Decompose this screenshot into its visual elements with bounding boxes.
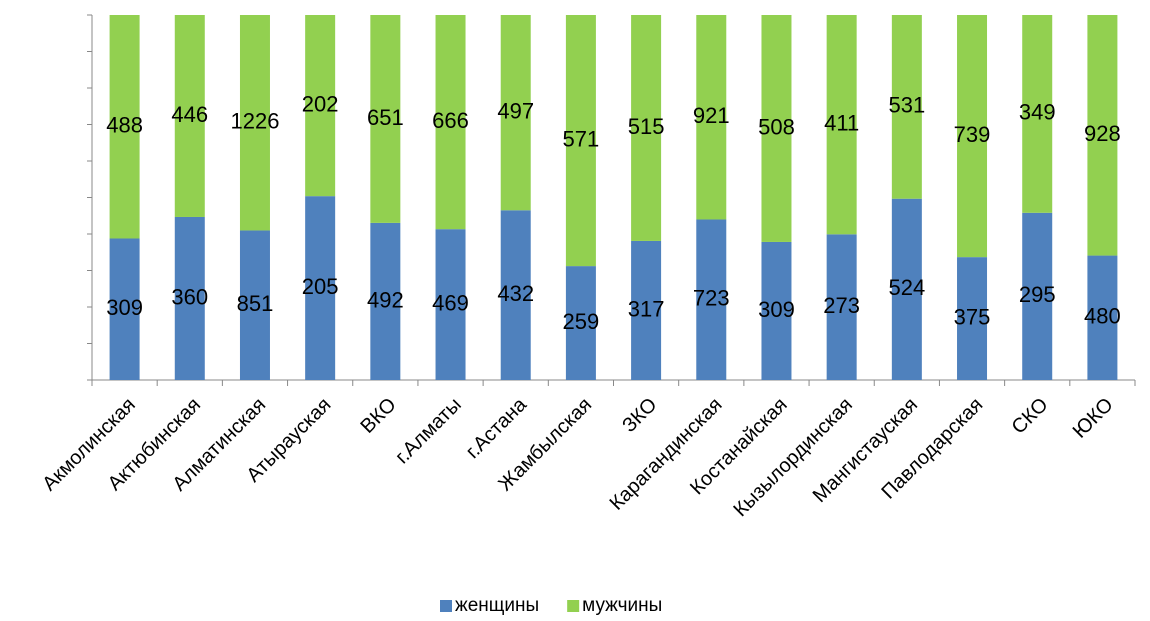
data-label: 488 (106, 113, 143, 138)
data-label: 524 (888, 275, 925, 300)
bar-segment (500, 15, 531, 211)
data-label: 571 (563, 126, 600, 151)
data-label: 666 (432, 108, 469, 133)
data-label: 375 (954, 304, 991, 329)
legend-swatch (440, 600, 452, 612)
x-tick-label: г.Алматы (391, 394, 466, 469)
bar-segment (109, 15, 140, 239)
bar-segment (631, 15, 662, 241)
data-label: 309 (106, 295, 143, 320)
data-label: 651 (367, 105, 404, 130)
bar-segment (565, 15, 596, 267)
bar-segment (1087, 15, 1118, 256)
bar-segment (957, 15, 988, 258)
data-label: 1226 (230, 109, 279, 134)
bar-segment (826, 15, 857, 235)
bar-segment (826, 234, 857, 380)
legend-label: женщины (455, 595, 539, 616)
data-label: 202 (302, 91, 339, 116)
data-label: 411 (824, 110, 859, 135)
data-label: 928 (1084, 121, 1121, 146)
data-label: 309 (758, 297, 795, 322)
data-label: 317 (628, 296, 665, 321)
bar-segment (435, 229, 466, 380)
bar-segment (891, 198, 922, 380)
bar-segment (565, 266, 596, 380)
bar-segment (370, 222, 401, 380)
data-label: 739 (954, 122, 991, 147)
bar-segment (696, 15, 727, 220)
data-label: 295 (1019, 282, 1056, 307)
bar-segment (239, 15, 270, 231)
data-label: 273 (823, 293, 860, 318)
x-tick-label: Карагандинская (606, 394, 727, 515)
data-label: 469 (432, 290, 469, 315)
bar-segment (1087, 255, 1118, 380)
data-label: 492 (367, 287, 404, 312)
bar-segment (1022, 15, 1053, 213)
data-label: 515 (628, 114, 665, 139)
bar-segment (500, 210, 531, 380)
data-label: 360 (171, 284, 208, 309)
x-tick-label: ВКО (357, 394, 401, 438)
data-label: 205 (302, 274, 339, 299)
bar-segment (761, 241, 792, 380)
bar-segment (305, 15, 336, 197)
x-tick-label: ЗКО (618, 394, 661, 437)
data-label: 508 (758, 114, 795, 139)
legend-swatch (567, 600, 580, 612)
data-label: 446 (171, 102, 208, 127)
bar-segment (435, 15, 466, 230)
x-tick-label: Кызылординская (729, 394, 856, 521)
data-label: 723 (693, 286, 730, 311)
legend-label: мужчины (582, 595, 662, 616)
bar-segment (174, 15, 205, 217)
data-label: 851 (237, 291, 274, 316)
data-label: 432 (497, 281, 534, 306)
bar-segment (109, 238, 140, 380)
bar-segment (631, 240, 662, 380)
data-label: 921 (693, 103, 730, 128)
data-label: 480 (1084, 304, 1121, 329)
x-tick-label: СКО (1008, 394, 1053, 439)
data-label: 497 (497, 98, 534, 123)
data-label: 531 (888, 93, 925, 118)
bar-segment (957, 257, 988, 380)
data-label: 259 (563, 309, 600, 334)
bar-segment (696, 219, 727, 380)
x-tick-label: ЮКО (1069, 394, 1118, 443)
bar-segment (370, 15, 401, 223)
bar-segment (305, 196, 336, 380)
data-label: 349 (1019, 100, 1056, 125)
bar-segment (174, 216, 205, 380)
bar-segment (239, 230, 270, 380)
bar-segment (1022, 212, 1053, 380)
bar-segment (891, 15, 922, 199)
bar-segment (761, 15, 792, 242)
